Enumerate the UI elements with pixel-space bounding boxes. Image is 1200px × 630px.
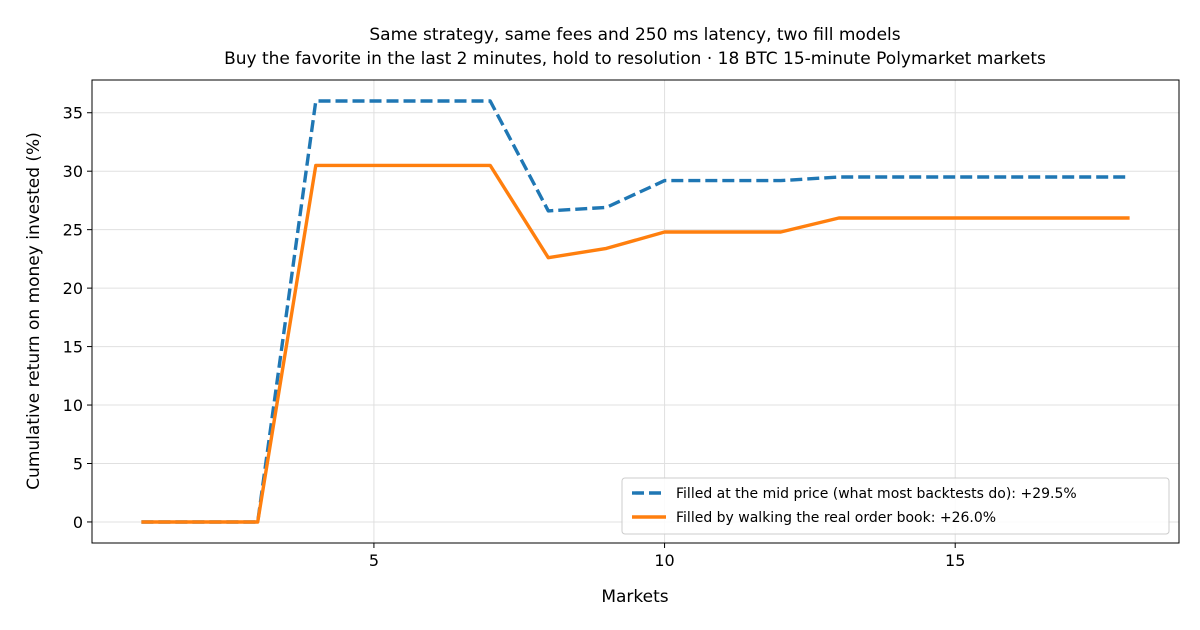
plot-frame (91, 79, 1180, 544)
y-tick-label: 15 (63, 338, 83, 357)
x-tick-label: 15 (945, 551, 965, 570)
series-layer (141, 99, 1130, 524)
y-tick-label: 5 (73, 454, 83, 473)
y-axis-ticks: 0 5 10 15 20 25 30 35 (63, 104, 92, 532)
x-tick-label: 10 (654, 551, 674, 570)
x-axis-label: Markets (601, 587, 668, 607)
grid (92, 80, 1179, 543)
series-line-mid-price (141, 99, 1130, 524)
y-tick-label: 35 (63, 104, 83, 123)
x-tick-label: 5 (369, 551, 379, 570)
y-tick-label: 20 (63, 279, 83, 298)
y-tick-label: 30 (63, 162, 83, 181)
legend-label-order-book: Filled by walking the real order book: +… (676, 510, 996, 526)
legend-label-mid-price: Filled at the mid price (what most backt… (676, 486, 1077, 502)
y-tick-label: 0 (73, 513, 83, 532)
legend: Filled at the mid price (what most backt… (621, 477, 1170, 535)
x-axis-ticks: 5 10 15 (369, 543, 965, 570)
legend-box (621, 477, 1170, 535)
y-axis-label: Cumulative return on money invested (%) (24, 132, 44, 490)
series-line-order-book (141, 163, 1130, 524)
chart-subtitle: Buy the favorite in the last 2 minutes, … (224, 49, 1046, 69)
chart-title: Same strategy, same fees and 250 ms late… (369, 25, 900, 45)
y-tick-label: 25 (63, 221, 83, 240)
y-tick-label: 10 (63, 396, 83, 415)
